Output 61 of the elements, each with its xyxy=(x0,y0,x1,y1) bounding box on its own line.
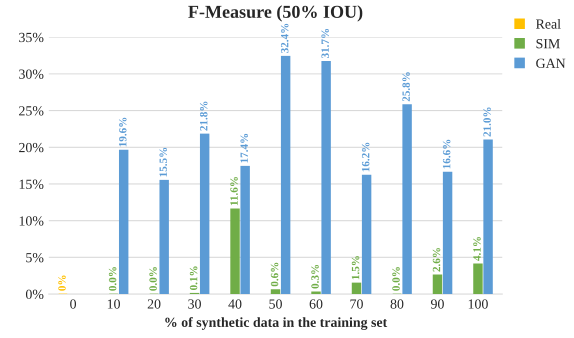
x-tick-label: 100 xyxy=(468,299,488,309)
bar xyxy=(270,289,280,294)
x-tick-label: 40 xyxy=(228,299,242,309)
y-tick-label: 10% xyxy=(20,216,44,226)
bar xyxy=(118,150,128,294)
x-tick-label: 20 xyxy=(148,299,160,309)
data-label: 0% xyxy=(58,276,66,291)
data-label: 19.6% xyxy=(118,118,127,146)
x-tick-label: 60 xyxy=(310,299,322,309)
data-label: 4.1% xyxy=(473,237,481,261)
bar xyxy=(230,208,240,294)
legend-label: SIM xyxy=(536,39,560,48)
data-label: 21.0% xyxy=(483,107,491,137)
data-label: 16.2% xyxy=(362,142,370,172)
y-tick-label: 25% xyxy=(19,106,44,116)
data-label: 2.6% xyxy=(432,248,440,272)
bar xyxy=(432,274,442,294)
data-label: 17.4% xyxy=(240,134,248,163)
y-tick-label: 0% xyxy=(26,290,44,300)
y-tick-label: 15% xyxy=(20,180,44,189)
data-label: 15.5% xyxy=(159,148,168,176)
bar xyxy=(362,174,372,294)
bar xyxy=(473,264,483,294)
x-tick-label: 30 xyxy=(188,299,201,309)
data-label: 1.5% xyxy=(352,256,360,280)
x-tick-label: 90 xyxy=(430,299,444,309)
x-tick-label: 0 xyxy=(70,299,76,309)
data-label: 11.6% xyxy=(230,177,238,206)
bar xyxy=(402,104,412,294)
x-tick-label: 70 xyxy=(350,299,363,309)
data-label: 0.1% xyxy=(190,266,198,290)
x-tick-label: 10 xyxy=(108,299,120,309)
legend-label: GAN xyxy=(536,58,566,68)
bar xyxy=(159,180,169,294)
bar xyxy=(240,166,250,294)
x-tick-label: 50 xyxy=(269,299,282,309)
x-tick-label: 80 xyxy=(390,299,404,309)
bar xyxy=(321,60,331,294)
bar xyxy=(483,140,493,294)
data-label: 0.6% xyxy=(270,262,278,286)
data-label: 0.3% xyxy=(311,264,319,288)
data-label: 32.4% xyxy=(280,24,288,53)
data-label: 31.7% xyxy=(321,28,329,58)
x-axis-title: % of synthetic data in the training set xyxy=(165,317,388,330)
y-tick-label: 35% xyxy=(19,32,44,42)
y-tick-label: 5% xyxy=(26,252,44,262)
y-tick-label: 20% xyxy=(19,142,44,152)
legend-label: Real xyxy=(536,18,561,29)
y-tick-label: 30% xyxy=(19,69,44,79)
data-label: 25.8% xyxy=(402,72,410,102)
data-label: 0.0% xyxy=(149,267,157,291)
bar xyxy=(280,56,290,294)
bar xyxy=(200,134,210,294)
bar xyxy=(442,172,452,294)
bar xyxy=(352,282,362,294)
data-label: 0.0% xyxy=(392,267,400,291)
data-label: 21.8% xyxy=(200,102,208,131)
data-label: 0.0% xyxy=(108,267,116,291)
data-label: 16.6% xyxy=(442,140,450,168)
bar xyxy=(311,291,321,294)
chart-title: F-Measure (50% IOU) xyxy=(188,5,362,22)
